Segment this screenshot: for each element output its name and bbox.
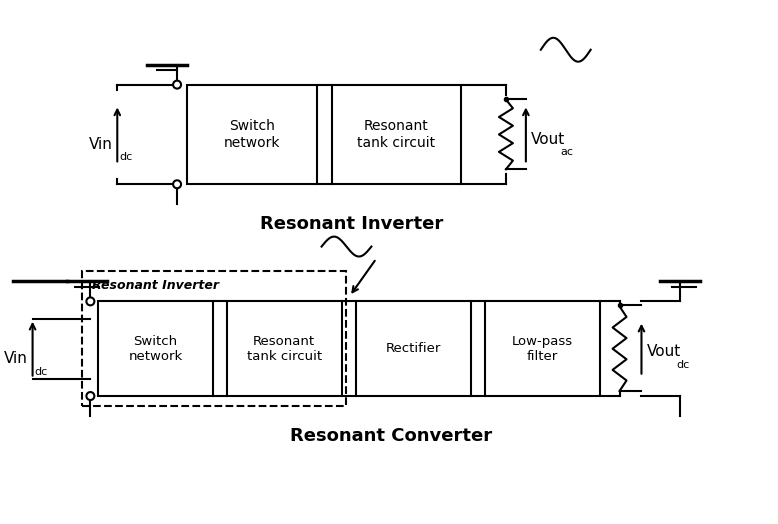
Bar — [82, 271, 346, 406]
Bar — [485, 301, 600, 396]
Circle shape — [173, 180, 181, 188]
Text: Vout: Vout — [531, 132, 565, 147]
Bar — [331, 84, 461, 184]
Text: ac: ac — [561, 147, 573, 157]
Text: Resonant Inverter: Resonant Inverter — [93, 279, 219, 292]
Circle shape — [86, 298, 94, 305]
Circle shape — [86, 392, 94, 400]
Text: Vout: Vout — [647, 344, 681, 359]
Text: Resonant Inverter: Resonant Inverter — [260, 215, 443, 233]
Bar — [356, 301, 471, 396]
Circle shape — [173, 81, 181, 89]
Text: Resonant
tank circuit: Resonant tank circuit — [247, 335, 322, 363]
Bar — [98, 301, 213, 396]
Text: Rectifier: Rectifier — [386, 342, 441, 355]
Text: Vin: Vin — [89, 137, 112, 152]
Text: Resonant Converter: Resonant Converter — [290, 427, 492, 445]
Text: dc: dc — [676, 359, 689, 369]
Text: Resonant
tank circuit: Resonant tank circuit — [357, 119, 436, 149]
Text: dc: dc — [34, 367, 47, 377]
Text: Low-pass
filter: Low-pass filter — [512, 335, 573, 363]
Text: Vin: Vin — [4, 351, 27, 366]
Text: Switch
network: Switch network — [128, 335, 183, 363]
Bar — [227, 301, 342, 396]
Text: Switch
network: Switch network — [223, 119, 280, 149]
Text: dc: dc — [119, 152, 132, 162]
Bar — [187, 84, 317, 184]
